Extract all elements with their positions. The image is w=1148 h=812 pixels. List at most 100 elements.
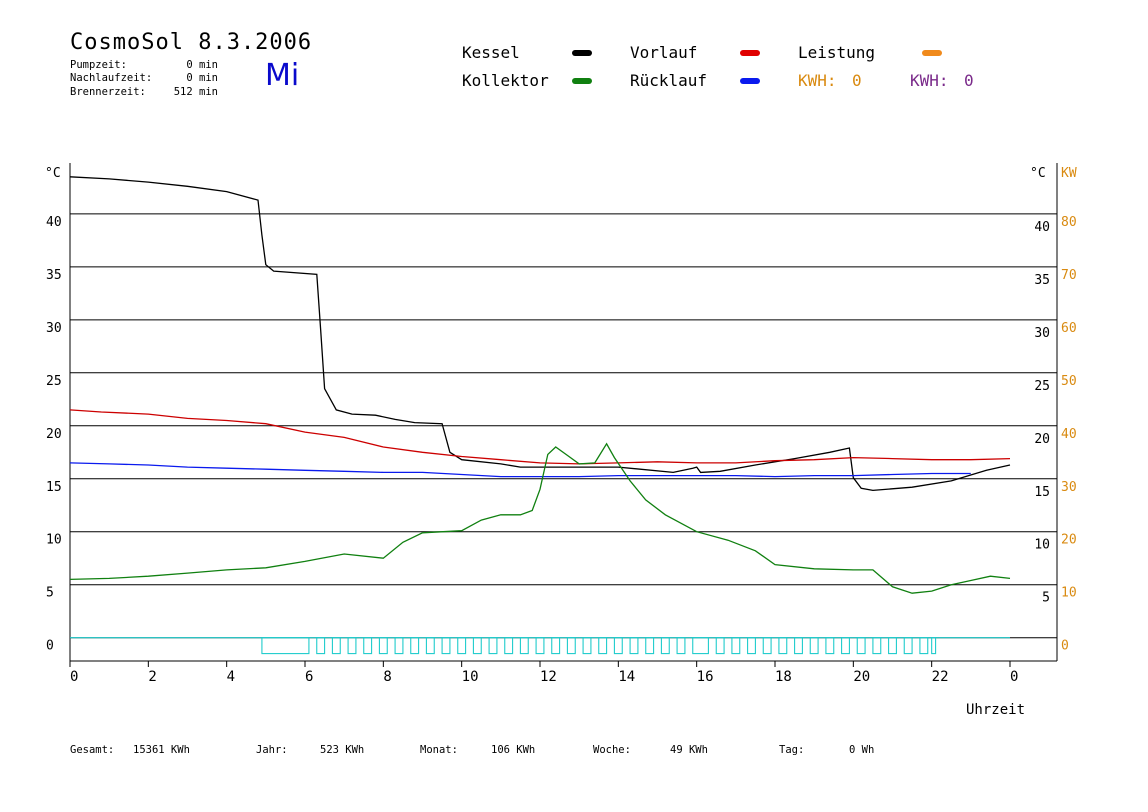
y-tick-left: 40 [46, 215, 62, 230]
legend-leistung-swatch [922, 50, 942, 56]
series-pulse-pumpe [410, 637, 420, 655]
series-pulse-pumpe [919, 637, 929, 655]
legend-kollektor-label: Kollektor [462, 71, 549, 90]
y-tick-right: 5 [1042, 591, 1050, 606]
y-tick-kw: 0 [1061, 639, 1069, 654]
y-tick-right: 25 [1034, 379, 1050, 394]
series-pulse-pumpe [582, 637, 592, 655]
series-pulse-pumpe [378, 637, 388, 655]
footer-jahr-label: Jahr: [256, 744, 288, 756]
legend-kessel-label: Kessel [462, 43, 520, 62]
y-tick-left: 10 [46, 533, 62, 548]
x-tick-label: 14 [618, 669, 635, 685]
footer-gesamt-label: Gesamt: [70, 744, 115, 756]
tick-labels: 0 2 4 6 8 10 12 14 16 18 20 22 0 Uhrzeit 0 5 10 15 20 25 30 3… [45, 166, 1077, 718]
footer-monat-value: 106 KWh [491, 744, 536, 756]
series-pulse-pumpe [331, 637, 341, 655]
y-tick-kw: 40 [1061, 427, 1077, 442]
series-pulse-pumpe [731, 637, 741, 655]
y-tick-kw: 50 [1061, 374, 1077, 389]
series-lines [69, 176, 1011, 655]
y-tick-kw: 30 [1061, 480, 1077, 495]
legend-vorlauf-label: Vorlauf [630, 43, 698, 62]
y-tick-right: 35 [1034, 273, 1050, 288]
y-tick-left: 0 [46, 639, 54, 654]
series-pulse-pumpe [762, 637, 772, 655]
kwh-purple-label: KWH: [910, 71, 949, 90]
y-tick-left: 25 [46, 374, 62, 389]
weekday-label: Mi [265, 58, 300, 93]
series-pulse-pumpe [261, 637, 310, 655]
x-axis-label: Uhrzeit [966, 702, 1025, 718]
grid-lines [70, 213, 1057, 639]
series-pulse-pumpe [566, 637, 576, 655]
footer-jahr-value: 523 KWh [320, 744, 365, 756]
legend-kessel-swatch [572, 50, 592, 56]
kwh-orange-label: KWH: [798, 71, 837, 90]
y-tick-right: 15 [1034, 485, 1050, 500]
footer-monat-label: Monat: [420, 744, 458, 756]
stat-brennerzeit-value: 512 min [173, 86, 218, 98]
series-pulse-pumpe [347, 637, 357, 655]
series-pulse-pumpe [425, 637, 435, 655]
legend-ruecklauf-swatch [740, 78, 760, 84]
y-tick-kw: 10 [1061, 586, 1077, 601]
x-tick-label: 18 [775, 669, 792, 685]
footer-woche-label: Woche: [593, 744, 631, 756]
series-pulse-pumpe [856, 637, 866, 655]
series-line-kessel [69, 176, 1011, 492]
y-axis-label-left: °C [45, 166, 61, 181]
y-tick-kw: 80 [1061, 215, 1077, 230]
series-pulse-pumpe [825, 637, 835, 655]
y-axis-label-right: °C [1030, 166, 1046, 181]
axes [69, 163, 1058, 667]
stat-pumpzeit-value: 0 min [186, 59, 218, 71]
chart-title: CosmoSol 8.3.2006 [70, 30, 313, 55]
y-tick-right: 10 [1034, 538, 1050, 553]
footer-gesamt-value: 15361 KWh [133, 744, 190, 756]
footer-woche-value: 49 KWh [670, 744, 708, 756]
series-pulse-pumpe [363, 637, 373, 655]
stat-pumpzeit-label: Pumpzeit: [70, 59, 127, 71]
series-pulse-pumpe [645, 637, 655, 655]
stat-nachlaufzeit-label: Nachlaufzeit: [70, 72, 153, 84]
x-tick-label: 6 [305, 669, 313, 685]
x-tick-label: 0 [70, 669, 78, 685]
series-pulse-pumpe [551, 637, 561, 655]
y-tick-right: 40 [1034, 220, 1050, 235]
y-tick-kw: 20 [1061, 533, 1077, 548]
y-tick-kw: 60 [1061, 321, 1077, 336]
stat-nachlaufzeit-value: 0 min [186, 72, 218, 84]
series-pulse-pumpe [316, 637, 326, 655]
kwh-purple-value: 0 [964, 71, 974, 90]
series-pulse-pumpe [778, 637, 788, 655]
series-pulse-pumpe [809, 637, 819, 655]
series-pulse-pumpe [441, 637, 451, 655]
series-pulse-pumpe [629, 637, 639, 655]
series-pulse-pumpe [872, 637, 882, 655]
series-pulse-pumpe [692, 637, 709, 655]
legend-vorlauf-swatch [740, 50, 760, 56]
footer-tag-label: Tag: [779, 744, 805, 756]
y-tick-left: 5 [46, 586, 54, 601]
x-tick-label: 12 [540, 669, 557, 685]
series-pulse-pumpe [888, 637, 897, 655]
series-pulse-pumpe [598, 637, 608, 655]
series-pulse-pumpe [794, 637, 803, 655]
x-tick-label: 10 [462, 669, 479, 685]
series-pulse-pumpe [472, 637, 482, 655]
series-pulse-pumpe [903, 637, 913, 655]
series-pulse-pumpe [613, 637, 623, 655]
series-pulse-pumpe [841, 637, 850, 655]
legend-ruecklauf-label: Rücklauf [630, 71, 708, 90]
y-tick-right: 20 [1034, 432, 1050, 447]
series-pulse-pumpe [747, 637, 756, 655]
x-tick-label: 16 [697, 669, 714, 685]
kwh-orange-value: 0 [852, 71, 862, 90]
series-pulse-pumpe [519, 637, 529, 655]
y-tick-right: 30 [1034, 326, 1050, 341]
x-tick-label: 20 [853, 669, 870, 685]
y-tick-kw: 70 [1061, 268, 1077, 283]
series-pulse-pumpe [504, 637, 514, 655]
